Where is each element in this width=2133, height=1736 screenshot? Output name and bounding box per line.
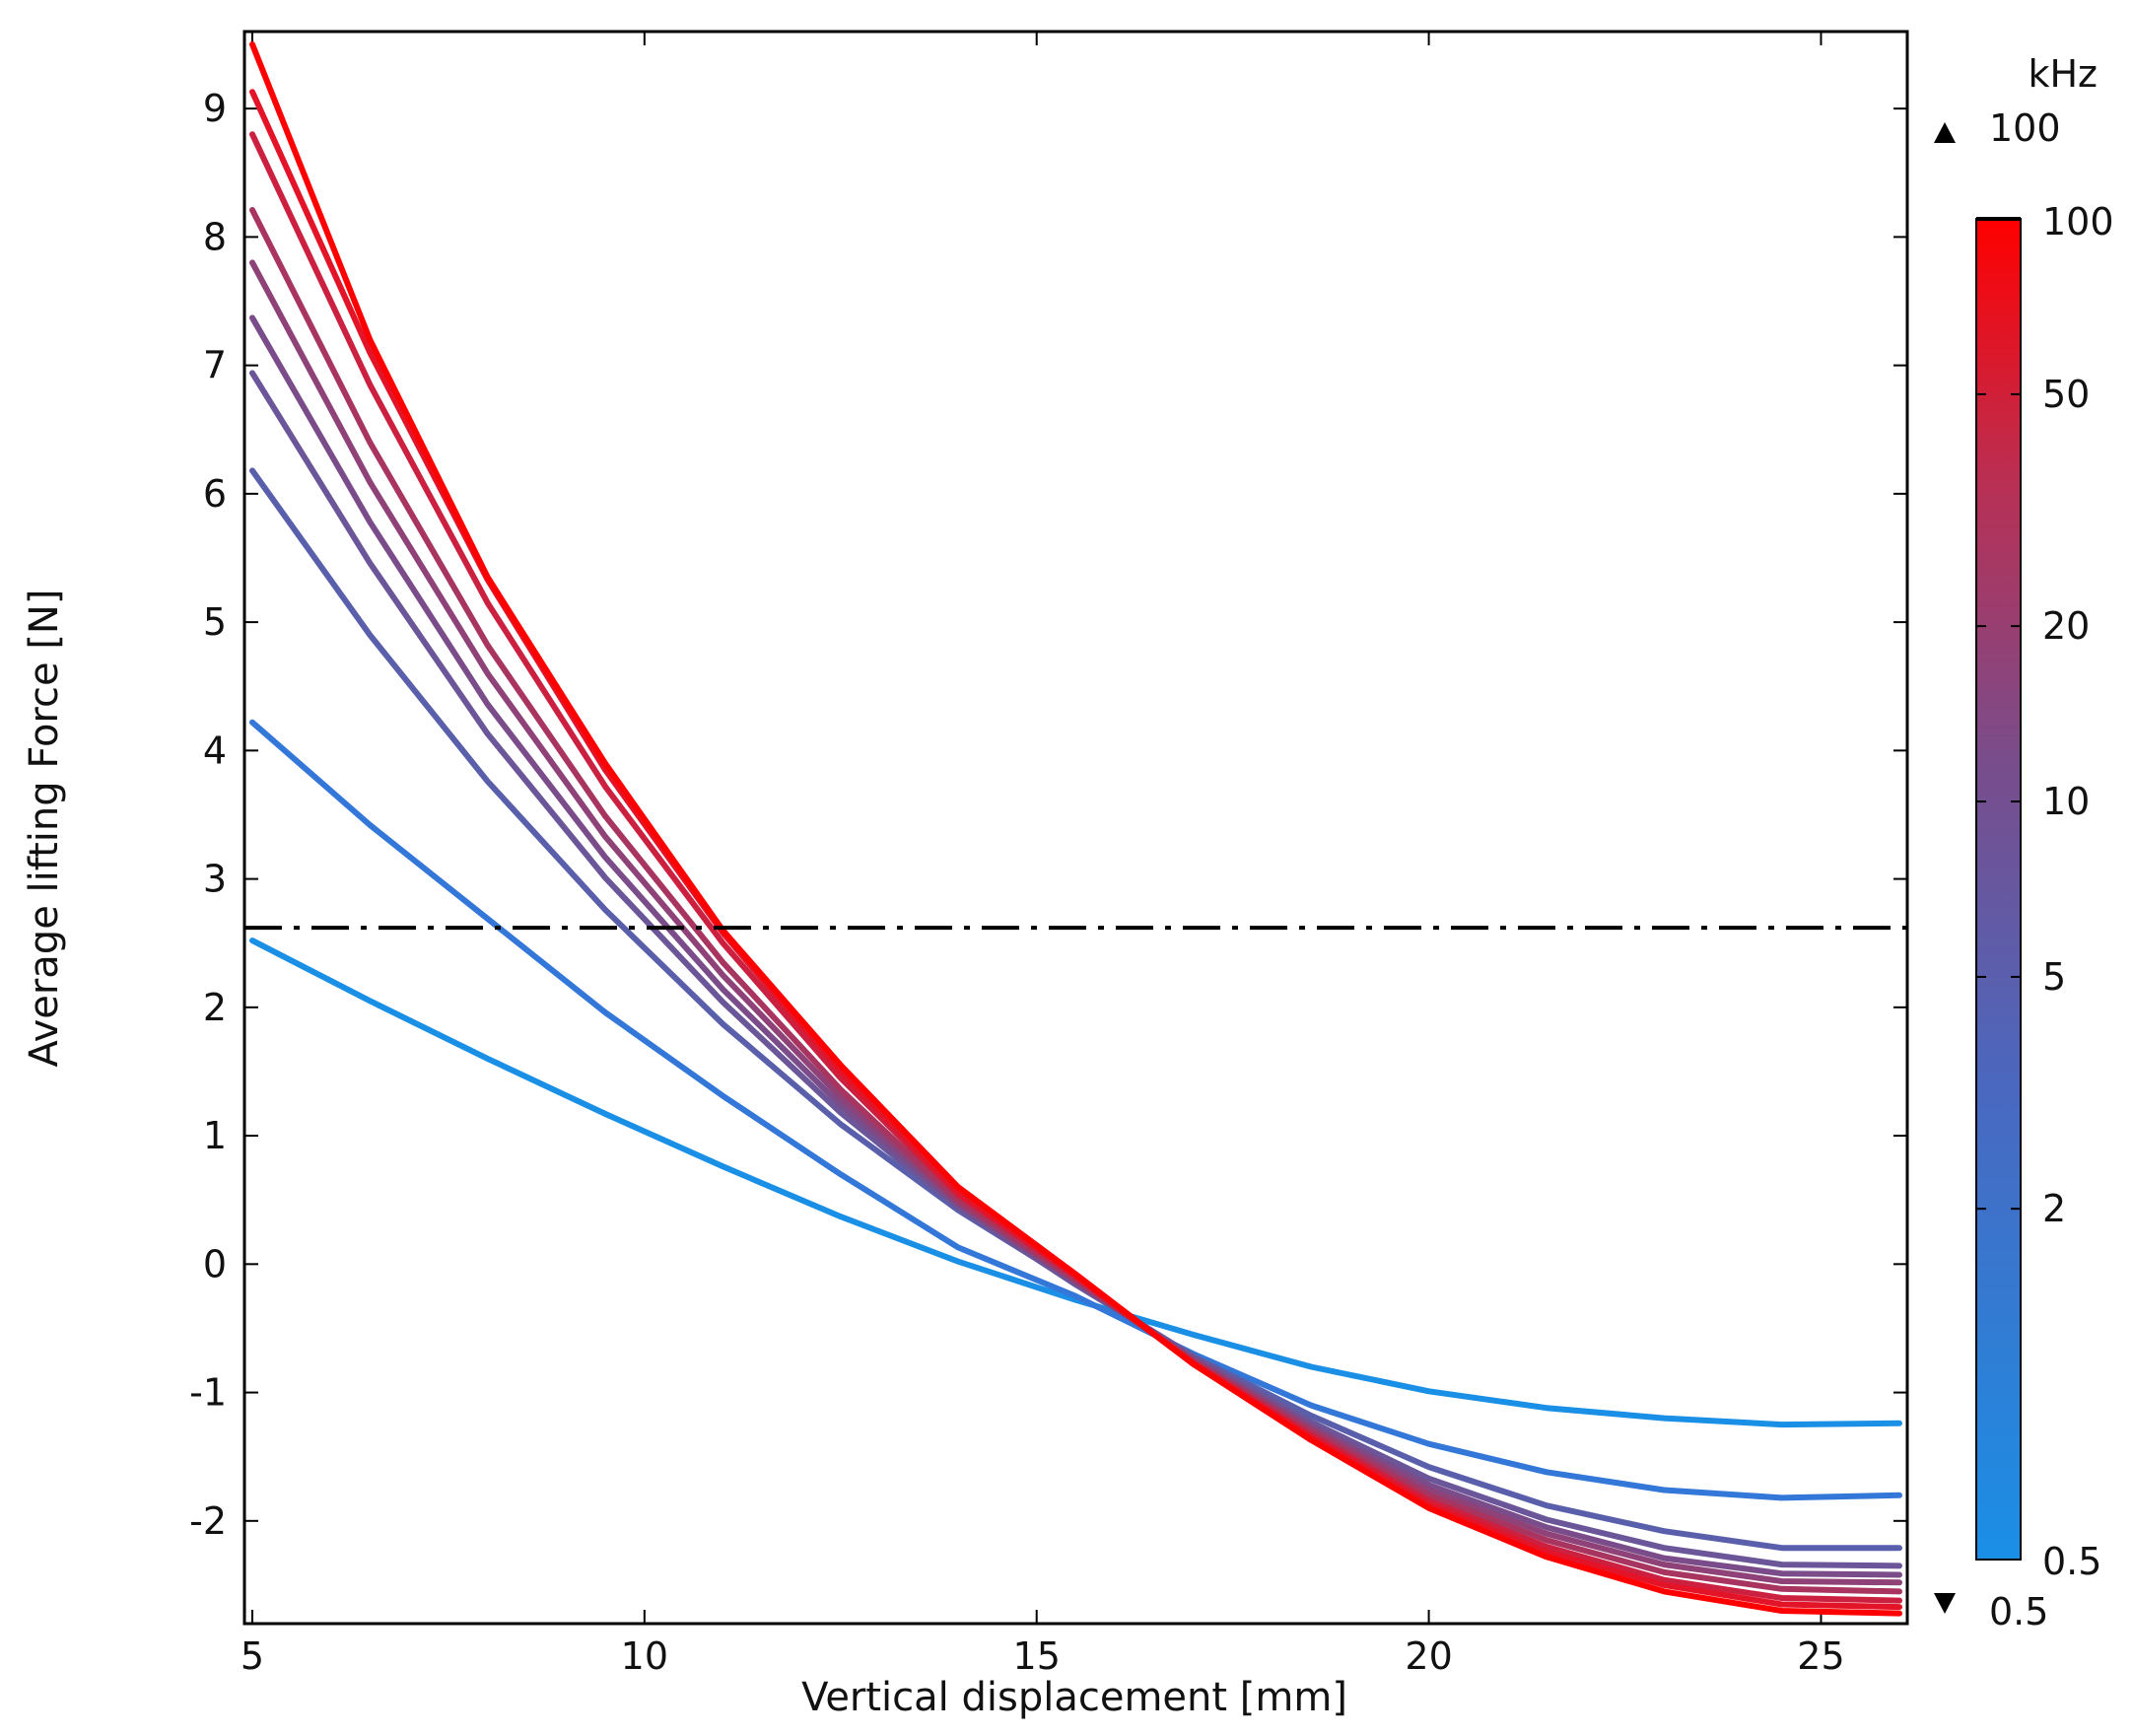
colorbar-min-marker-label: 0.5 — [1989, 1590, 2048, 1633]
colorbar-unit-label: kHz — [2028, 52, 2098, 96]
colorbar: kHz 100 50 20 10 5 2 100 0.5 0.5 — [1934, 52, 2114, 1633]
y-tick-label: 0 — [203, 1242, 227, 1285]
min-marker-icon — [1934, 1593, 1956, 1614]
colorbar-top-label: 100 — [2042, 200, 2114, 243]
plot-area — [242, 30, 1909, 1626]
colorbar-tick-label: 10 — [2042, 780, 2090, 823]
x-tick-label: 25 — [1797, 1634, 1844, 1678]
x-tick-label: 15 — [1013, 1634, 1061, 1678]
y-tick-label: 8 — [203, 215, 227, 258]
x-tick-label: 5 — [241, 1634, 264, 1678]
y-tick-label: 1 — [203, 1114, 227, 1157]
y-tick-label: 2 — [203, 986, 227, 1029]
y-tick-label: 7 — [203, 344, 227, 387]
colorbar-tick-label: 50 — [2042, 373, 2090, 416]
colorbar-tick-label: 2 — [2042, 1187, 2066, 1230]
y-tick-label: 3 — [203, 858, 227, 901]
y-tick-label: 9 — [203, 87, 227, 130]
series-line-100-khz — [249, 41, 1902, 1617]
x-axis-title: Vertical displacement [mm] — [801, 1675, 1347, 1720]
y-axis-title: Average lifting Force [N] — [22, 590, 67, 1068]
colorbar-ticks: 50 20 10 5 2 — [1976, 218, 2090, 1230]
axis-ticks — [244, 32, 1907, 1624]
y-tick-label: -2 — [189, 1499, 227, 1543]
y-tick-label: 4 — [203, 729, 227, 772]
colorbar-max-marker-label: 100 — [1989, 106, 2061, 150]
colorbar-tick-label: 5 — [2042, 955, 2066, 999]
x-tick-label: 10 — [621, 1634, 668, 1678]
series-lines — [249, 41, 1902, 1617]
colorbar-tick-label: 20 — [2042, 604, 2090, 648]
colorbar-bottom-label: 0.5 — [2042, 1540, 2101, 1583]
series-line-0.5-khz — [249, 937, 1902, 1428]
y-tick-label: 5 — [203, 600, 227, 644]
y-tick-label: 6 — [203, 472, 227, 516]
x-tick-label: 20 — [1405, 1634, 1452, 1678]
series-line-1-khz — [249, 719, 1902, 1501]
colorbar-gradient — [1975, 218, 2022, 1561]
tick-labels: 5 10 15 20 25 -2 -1 0 1 2 3 4 5 6 7 8 9 — [189, 87, 1845, 1678]
max-marker-icon — [1934, 122, 1956, 143]
y-tick-label: -1 — [189, 1371, 227, 1415]
